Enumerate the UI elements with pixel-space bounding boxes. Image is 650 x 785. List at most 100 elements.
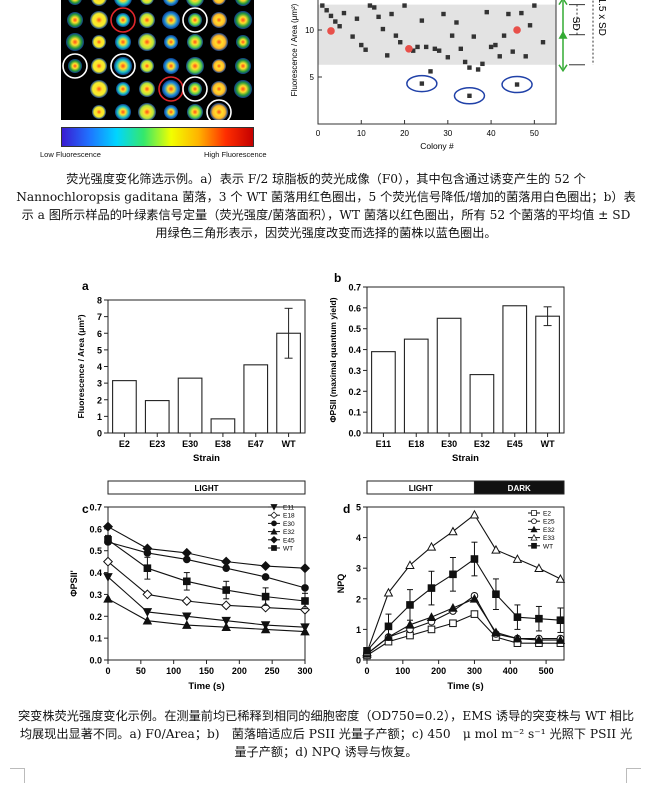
data-point (102, 556, 114, 567)
fluorescence-colorbar (61, 127, 254, 147)
colony (211, 81, 227, 97)
data-point (103, 593, 113, 603)
legend-marker (270, 536, 278, 544)
data-point (448, 603, 458, 612)
data-point (102, 521, 114, 532)
colony-point (501, 33, 507, 38)
data-point (260, 561, 271, 572)
data-point (491, 544, 501, 554)
mutant-colony-circle (110, 53, 136, 79)
panel-letter: a (82, 279, 89, 293)
legend-label: E45 (283, 537, 295, 544)
colony-point (328, 13, 334, 19)
plate-image (61, 0, 254, 120)
colony-point (458, 46, 463, 51)
colony-point (389, 11, 394, 17)
colony (90, 11, 108, 29)
colony-point (454, 20, 459, 25)
colony-point (324, 8, 329, 13)
series-line (107, 561, 306, 611)
colony (188, 82, 202, 96)
mutant-colony-circle (62, 53, 88, 79)
colony-point (428, 69, 433, 74)
colony (212, 0, 226, 5)
data-point (448, 526, 458, 536)
data-point (535, 614, 543, 623)
data-point (383, 587, 394, 597)
data-point (470, 555, 479, 563)
legend-label: E18 (283, 513, 295, 520)
sd-arrow-bottom (558, 64, 568, 73)
y-axis-label: NPQ (336, 574, 346, 594)
data-point (261, 592, 270, 601)
panel-letter: d (343, 502, 350, 516)
data-point (469, 509, 480, 519)
legend-marker (270, 504, 278, 511)
y-axis-label: ΦPSII (maximal quantum yield) (328, 297, 338, 422)
selected-point (514, 82, 520, 87)
legend-label: E30 (283, 521, 295, 528)
colony-point (519, 10, 524, 16)
series-line (366, 594, 561, 655)
colony-point (488, 44, 494, 50)
mutant-colony-circle (182, 7, 208, 33)
x-tick-label: 0 (105, 666, 110, 676)
data-point (301, 584, 309, 592)
selected-point-circle (406, 74, 438, 93)
colony (187, 104, 203, 120)
panel-letter: b (334, 271, 341, 285)
colony-point (475, 67, 481, 72)
data-point (103, 573, 113, 582)
y-tick-label: 6 (97, 329, 102, 339)
data-point (260, 602, 271, 613)
y-tick-label: 5 (97, 345, 102, 355)
x-tick-label: 300 (467, 666, 482, 676)
data-point (512, 554, 523, 563)
mutant-colony-circle (206, 99, 232, 120)
colony-scatter-chart: 0 10 20 30 40 50 5 10 Colony # Fluorescence / Are… (290, 0, 607, 151)
light-label: LIGHT (195, 484, 219, 493)
category-label: E11 (376, 439, 392, 449)
colony-point (462, 59, 468, 65)
sd-band (318, 4, 556, 65)
y-tick-label: 0.4 (348, 345, 361, 355)
legend-marker (531, 518, 537, 525)
colony (210, 103, 228, 120)
data-point (221, 622, 231, 632)
colony (186, 0, 204, 7)
selected-point-circle (453, 87, 486, 105)
data-point (221, 600, 232, 611)
series-line (107, 576, 306, 628)
legend-label: E25 (543, 519, 555, 526)
y-tick-label: 0.1 (348, 408, 361, 418)
data-point (406, 601, 414, 609)
colony (114, 57, 132, 75)
colony (67, 12, 83, 28)
series-line (366, 613, 561, 656)
data-point (405, 560, 415, 569)
data-point (182, 612, 192, 622)
data-point (363, 647, 371, 655)
data-point (427, 584, 436, 592)
data-point (300, 626, 310, 636)
data-point (555, 573, 566, 583)
y-tick-label: 2 (97, 395, 102, 405)
category-label: E32 (474, 439, 490, 449)
colony (211, 12, 227, 28)
colorbar-low-label: Low Fluorescence (40, 150, 101, 159)
y-axis-label: Fluorescence / Area (μm²) (76, 314, 86, 418)
wt-colony-circle (110, 7, 136, 33)
data-point (449, 619, 457, 628)
data-point (142, 589, 153, 600)
data-point (221, 556, 232, 567)
y-tick-label: 2 (356, 594, 361, 604)
colony (92, 105, 106, 119)
y-tick-label: 0.5 (89, 546, 102, 556)
y-tick-label: 0.4 (89, 568, 102, 578)
colony (234, 11, 252, 29)
colony-point (419, 18, 425, 23)
data-point (384, 622, 393, 631)
colony (235, 0, 251, 6)
